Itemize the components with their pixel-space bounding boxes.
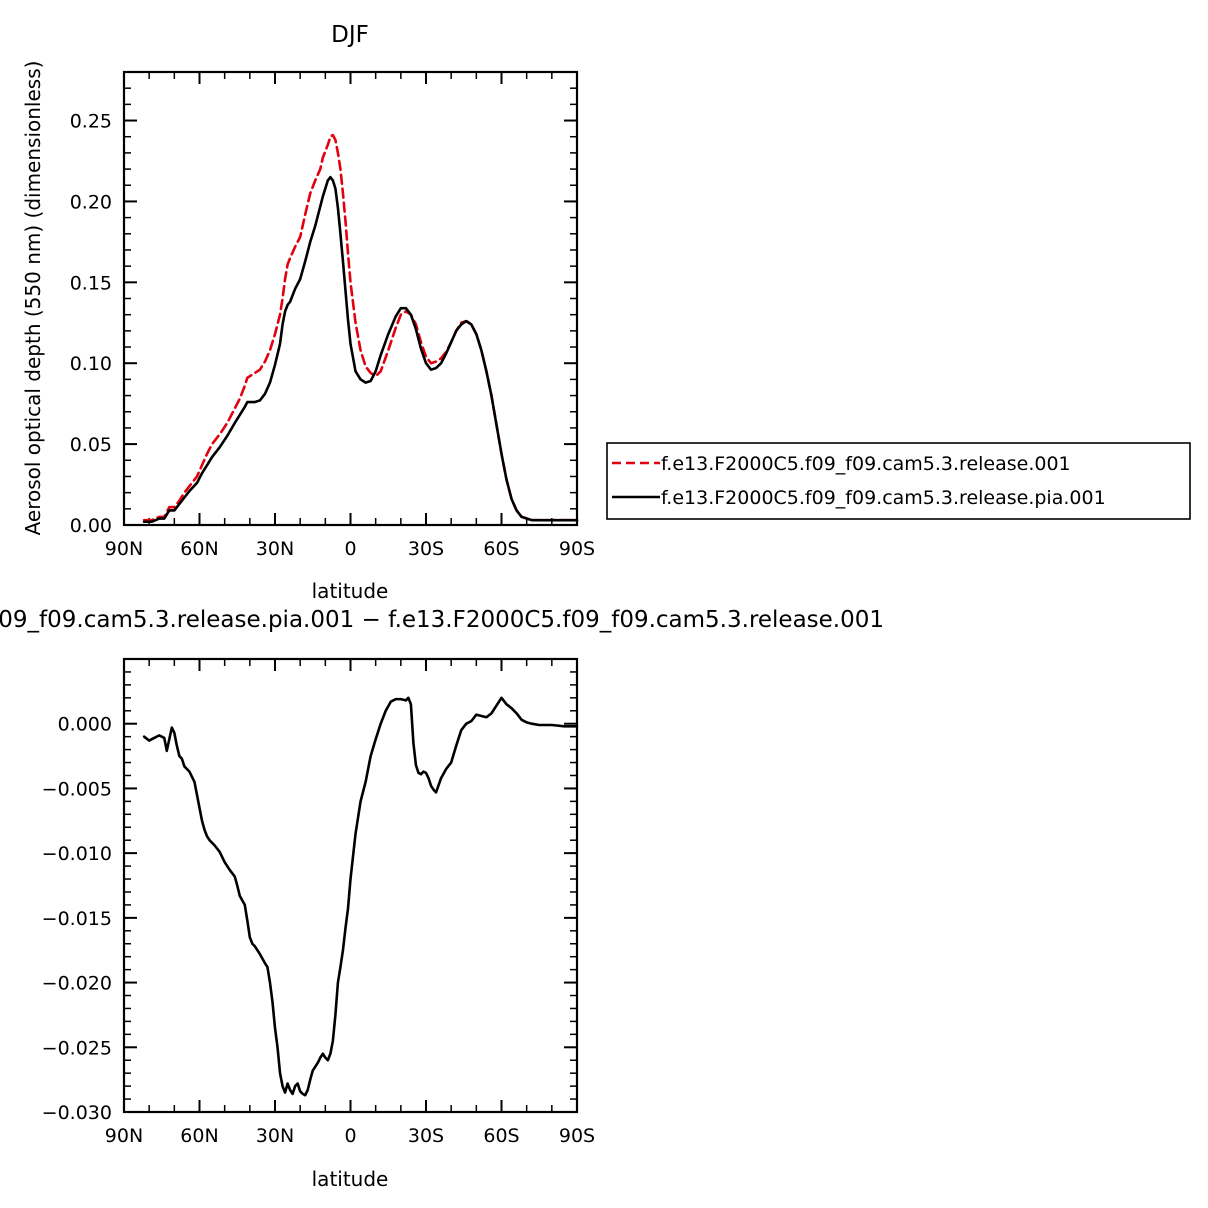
x-tick-label: 90S [559, 538, 595, 560]
y-tick-label: −0.010 [42, 843, 112, 865]
difference-panel: f.e13.F2000C5.f09_f09.cam5.3.release.pia… [0, 607, 884, 1191]
x-tick-label: 90N [105, 538, 143, 560]
x-tick-label: 0 [344, 1125, 356, 1147]
aod-y-axis-label: Aerosol optical depth (550 nm) (dimensio… [21, 61, 45, 536]
y-tick-label: 0.05 [70, 434, 112, 456]
difference-series-line-0 [142, 696, 579, 1097]
difference-series-lines [142, 696, 579, 1097]
x-tick-label: 30N [256, 538, 294, 560]
x-tick-label: 60S [483, 538, 519, 560]
y-tick-label: −0.020 [42, 973, 112, 995]
aod-plot-frame [122, 70, 579, 527]
y-tick-label: 0.15 [70, 272, 112, 294]
x-tick-label: 60N [180, 538, 218, 560]
legend-label-release: f.e13.F2000C5.f09_f09.cam5.3.release.001 [661, 453, 1071, 475]
aod-panel-title: DJF [331, 22, 369, 48]
y-tick-label: 0.00 [70, 515, 112, 537]
aod-tick-labels: 90N 60N 30N 0 30S 60S 90S 0.00 0.05 0.10 0.15 0.20 0… [70, 111, 595, 560]
difference-x-axis-label: latitude [312, 1167, 389, 1191]
x-tick-label: 30S [408, 538, 444, 560]
x-tick-label: 30S [408, 1125, 444, 1147]
y-tick-label: −0.025 [42, 1037, 112, 1059]
legend-label-release-pia: f.e13.F2000C5.f09_f09.cam5.3.release.pia… [661, 487, 1106, 509]
legend: f.e13.F2000C5.f09_f09.cam5.3.release.001… [606, 442, 1191, 520]
x-tick-label: 90S [559, 1125, 595, 1147]
y-tick-label: −0.005 [42, 778, 112, 800]
x-tick-label: 60S [483, 1125, 519, 1147]
aod-series-line-1 [142, 175, 579, 524]
difference-tick-labels: 90N 60N 30N 0 30S 60S 90S 0.000 −0.005 −0.010 −0.0… [42, 714, 595, 1147]
y-tick-label: 0.10 [70, 353, 112, 375]
x-tick-label: 90N [105, 1125, 143, 1147]
x-tick-label: 0 [344, 538, 356, 560]
difference-panel-title: f.e13.F2000C5.f09_f09.cam5.3.release.pia… [0, 607, 884, 633]
difference-plot-frame [122, 657, 579, 1114]
y-tick-label: −0.015 [42, 908, 112, 930]
y-tick-label: 0.20 [70, 191, 112, 213]
y-tick-label: 0.000 [58, 714, 112, 736]
y-tick-label: 0.25 [70, 111, 112, 133]
x-tick-label: 30N [256, 1125, 294, 1147]
legend-box [606, 442, 1191, 520]
y-tick-label: −0.030 [42, 1102, 112, 1124]
aod-axis-ticks [123, 71, 578, 526]
x-tick-label: 60N [180, 1125, 218, 1147]
aod-x-axis-label: latitude [312, 579, 389, 603]
aod-series-lines [142, 133, 579, 524]
aod-panel: DJF Aerosol optical depth (550 nm) (dime… [21, 22, 595, 603]
